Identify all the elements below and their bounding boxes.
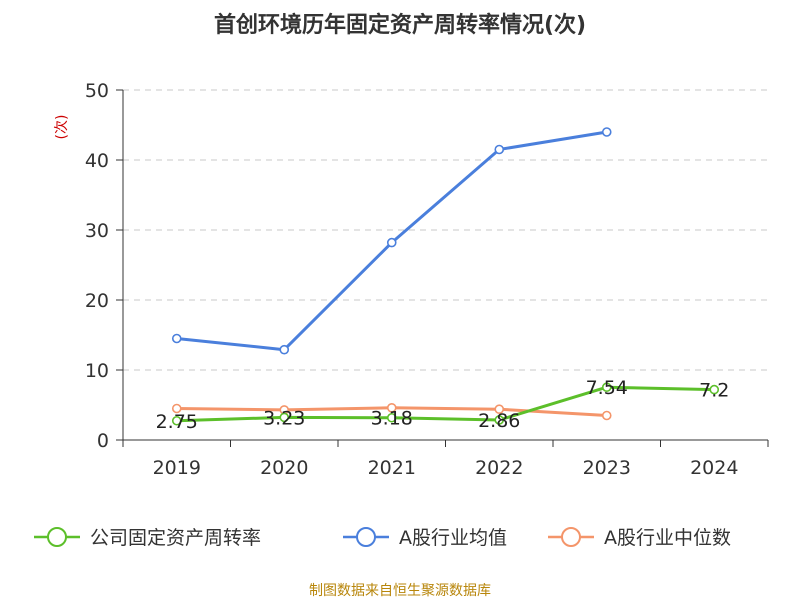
data-point [386,402,397,413]
data-point [601,382,612,393]
legend-swatch-marker [356,527,376,547]
data-label: 7.2 [699,380,729,402]
series-layer [171,127,720,426]
data-point [601,127,612,137]
data-label: 3.23 [263,407,305,429]
series-line [176,385,715,423]
data-point [709,384,720,395]
legend-item[interactable]: A股行业均值 [343,527,507,549]
y-tick-label: 10 [85,360,109,382]
data-label: 2.75 [156,411,198,433]
x-tick-label: 2023 [583,457,631,479]
data-point [279,412,290,423]
y-axis-label: (次) [54,115,70,140]
gridlines [123,89,768,371]
data-point [494,144,505,155]
y-tick-label: 50 [85,80,109,102]
y-tick-label: 0 [97,430,109,452]
x-tick-label: 2024 [690,457,738,479]
y-tick-label: 20 [85,290,109,312]
data-point [279,344,290,355]
legend[interactable]: 公司固定资产周转率 A股行业均值 A股行业中位数 [34,527,731,549]
data-point [494,404,505,415]
y-tick-label: 30 [85,220,109,242]
x-tick-label: 2019 [153,457,201,479]
y-tick-label: 40 [85,150,109,172]
data-label: 2.86 [478,410,520,432]
data-point [386,237,397,248]
data-label: 3.18 [371,408,413,430]
legend-label: A股行业均值 [399,527,507,549]
data-label: 7.54 [586,377,628,399]
x-tick-label: 2021 [368,457,416,479]
legend-swatch-marker [561,527,581,547]
data-point [171,333,182,344]
source-note: 制图数据来自恒生聚源数据库 [309,583,491,599]
data-point [171,415,182,426]
legend-item[interactable]: 公司固定资产周转率 [34,527,261,549]
legend-swatch-marker [47,527,67,547]
x-tick-label: 2022 [475,457,523,479]
axes: 0 10 20 30 40 50 2019 2020 2021 2022 2023 2024 [85,80,769,479]
x-tick-label: 2020 [260,457,308,479]
data-labels: 2.75 3.23 3.18 2.86 7.54 7.2 [156,377,730,433]
data-point [494,415,505,425]
chart-title: 首创环境历年固定资产周转率情况(次) [214,12,586,38]
legend-label: A股行业中位数 [604,527,731,549]
data-point [386,412,397,423]
data-point [171,403,182,414]
legend-item[interactable]: A股行业中位数 [548,527,731,549]
data-point [601,410,612,421]
legend-label: 公司固定资产周转率 [90,527,261,549]
